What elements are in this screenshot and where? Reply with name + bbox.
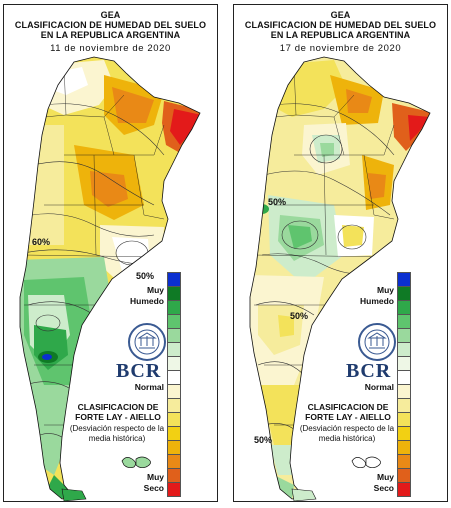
- soil-moisture-map-panel-2: GEA CLASIFICACION DE HUMEDAD DEL SUELO E…: [233, 4, 448, 502]
- legend-swatch-13: [397, 454, 411, 469]
- contour-label-50: 50%: [290, 311, 309, 321]
- legend-swatch-7: [167, 370, 181, 385]
- legend-label-very-wet: Muy Humedo: [130, 285, 164, 306]
- legend-swatch-6: [397, 356, 411, 371]
- legend-swatch-5: [397, 342, 411, 357]
- panel-date: 17 de noviembre de 2020: [279, 43, 402, 54]
- legend-swatch-13: [167, 454, 181, 469]
- legend-swatch-8: [397, 384, 411, 399]
- bcr-logo-text: BCR: [346, 360, 392, 382]
- panel-title-line3: EN LA REPUBLICA ARGENTINA: [270, 30, 411, 40]
- legend-swatch-14: [167, 468, 181, 483]
- panel-date: 11 de noviembre de 2020: [50, 43, 171, 54]
- legend-swatch-0: [397, 272, 411, 287]
- legend-swatch-14: [397, 468, 411, 483]
- contour-label-50: 50%: [254, 435, 273, 445]
- malvinas-islands: [121, 456, 151, 469]
- legend-swatch-0: [167, 272, 181, 287]
- contour-label-60: 60%: [32, 237, 51, 247]
- legend-label-very-dry: Muy Seco: [373, 472, 394, 493]
- legend-swatch-4: [397, 328, 411, 343]
- legend-swatch-2: [397, 300, 411, 315]
- legend-swatch-15: [397, 482, 411, 497]
- classification-subtitle: (Desviación respecto de la media históri…: [299, 424, 395, 443]
- panel-title-line2: CLASIFICACION DE HUMEDAD DEL SUELO: [244, 20, 437, 30]
- panel-title-line1: GEA: [330, 10, 351, 20]
- bcr-seal-logo: [128, 323, 166, 361]
- legend-label-very-wet: Muy Humedo: [360, 285, 394, 306]
- legend-label-very-dry: Muy Seco: [143, 472, 164, 493]
- legend-swatch-4: [167, 328, 181, 343]
- legend-swatch-1: [397, 286, 411, 301]
- legend-swatch-2: [167, 300, 181, 315]
- legend-swatch-7: [397, 370, 411, 385]
- bcr-logo-text: BCR: [116, 360, 162, 382]
- legend-label-normal: Normal: [134, 382, 164, 392]
- classification-subtitle: (Desviación respecto de la media históri…: [69, 424, 165, 443]
- malvinas-islands: [351, 456, 381, 469]
- legend-swatch-5: [167, 342, 181, 357]
- panel-title-line2: CLASIFICACION DE HUMEDAD DEL SUELO: [14, 20, 207, 30]
- soil-moisture-map-panel-1: GEA CLASIFICACION DE HUMEDAD DEL SUELO E…: [3, 4, 218, 502]
- legend-swatch-8: [167, 384, 181, 399]
- legend-swatch-6: [167, 356, 181, 371]
- panel-title-line3: EN LA REPUBLICA ARGENTINA: [40, 30, 181, 40]
- legend-swatch-15: [167, 482, 181, 497]
- legend-color-scale: [167, 272, 181, 497]
- classification-title: CLASIFICACION DE FORTE LAY - AIELLO: [75, 402, 161, 422]
- contour-label-50: 50%: [136, 271, 155, 281]
- legend-color-scale: [397, 272, 411, 497]
- bcr-seal-logo: [358, 323, 396, 361]
- classification-title: CLASIFICACION DE FORTE LAY - AIELLO: [305, 402, 391, 422]
- panel-title-line1: GEA: [100, 10, 121, 20]
- legend-swatch-3: [167, 314, 181, 329]
- legend-swatch-1: [167, 286, 181, 301]
- argentina-moisture-map: [19, 56, 201, 501]
- legend-swatch-3: [397, 314, 411, 329]
- contour-label-50: 50%: [268, 197, 287, 207]
- legend-label-normal: Normal: [364, 382, 394, 392]
